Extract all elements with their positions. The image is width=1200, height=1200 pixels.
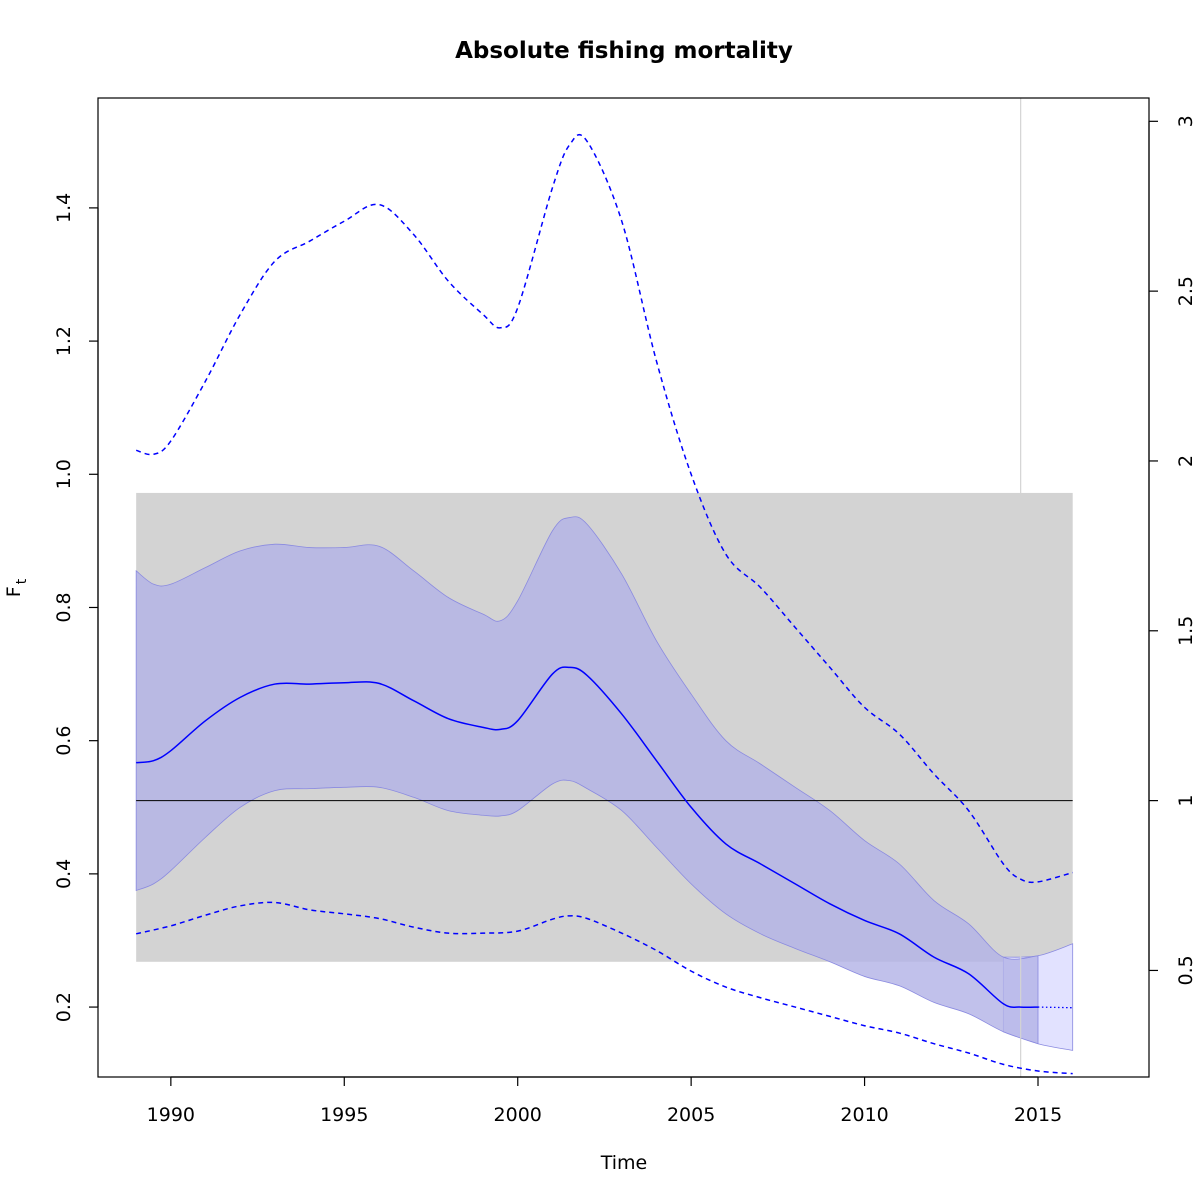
y-axis-label-subscript: t [14,578,30,584]
chart-title: Absolute fishing mortality [455,38,793,64]
series-outer-lower [135,901,1073,1075]
series-forecast [1037,1006,1073,1009]
svg-text:Ft: Ft [3,578,30,597]
y2-tick-label: 2.5 [1175,276,1197,306]
x-axis-label: Time [600,1152,648,1174]
y2-tick-label: 2 [1175,455,1197,467]
y-axis-label-main: F [3,586,25,597]
plot-frame [97,97,1150,1078]
y-tick-label: 0.6 [53,726,75,756]
x-tick-label: 2010 [840,1104,888,1126]
y-axis-label: Ft [3,578,30,597]
x-tick-label: 1990 [147,1104,195,1126]
y-tick-label: 0.2 [53,992,75,1022]
plot-area [135,98,1074,1077]
y2-tick-label: 1 [1175,795,1197,807]
y2-tick-label: 0.5 [1175,955,1197,985]
y-tick-label: 0.8 [53,592,75,622]
y-tick-label: 0.4 [53,859,75,889]
x-tick-label: 1995 [320,1104,368,1126]
y2-tick-label: 1.5 [1175,616,1197,646]
x-tick-label: 2005 [667,1104,715,1126]
y2-tick-label: 3 [1175,115,1197,127]
x-tick-label: 2000 [494,1104,542,1126]
series-outer-upper [135,133,1073,884]
y-tick-label: 1.2 [53,326,75,356]
y-tick-label: 1.4 [53,193,75,223]
confidence-band [135,516,1039,1045]
y-tick-label: 1.0 [53,459,75,489]
series-estimate [136,666,1039,1009]
x-tick-label: 2015 [1014,1104,1062,1126]
